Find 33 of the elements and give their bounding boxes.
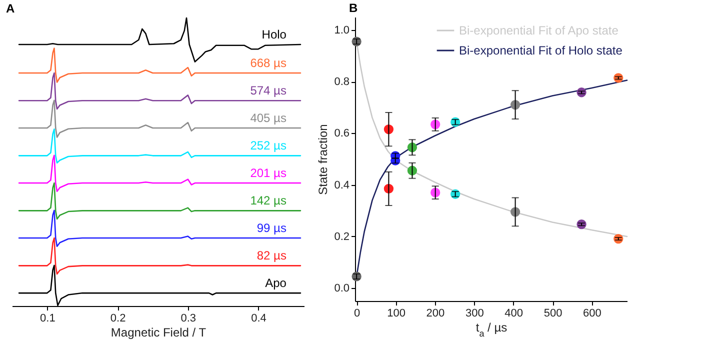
x-tick-label: 600 xyxy=(583,308,602,320)
y-tick-label: 0.0 xyxy=(334,282,350,295)
y-tick-label: 0.8 xyxy=(334,76,350,88)
series-label: 142 µs xyxy=(250,194,286,208)
series-label: 82 µs xyxy=(256,248,286,263)
x-tick-label: 0 xyxy=(354,308,360,320)
series-label: 668 µs xyxy=(250,56,286,70)
x-tick-label: 0.1 xyxy=(40,312,56,324)
x-tick-label: 200 xyxy=(426,308,445,320)
y-axis-title: State fraction xyxy=(316,124,330,195)
series-label: Holo xyxy=(262,27,287,42)
y-tick-label: 0.4 xyxy=(334,179,350,192)
series-label: 252 µs xyxy=(250,138,286,153)
x-axis-title: Magnetic Field / T xyxy=(110,326,207,340)
x-tick-label: 100 xyxy=(387,308,406,320)
legend-label: Bi-exponential Fit of Holo state xyxy=(459,44,623,58)
series-label: Apo xyxy=(265,276,287,290)
x-tick-label: 0.3 xyxy=(180,312,196,324)
series-label: 99 µs xyxy=(256,221,286,236)
y-tick-label: 0.6 xyxy=(334,128,350,140)
series-label: 201 µs xyxy=(250,166,286,180)
y-tick-label: 0.2 xyxy=(334,230,350,243)
x-axis-title: t$_{a}$ / µs xyxy=(476,320,508,338)
series-label: 574 µs xyxy=(250,84,286,98)
chart-title: A xyxy=(6,1,15,16)
chart-title: B xyxy=(349,1,358,15)
x-tick-label: 0.2 xyxy=(110,312,126,324)
x-tick-label: 500 xyxy=(544,308,562,320)
x-tick-label: 0.4 xyxy=(251,312,266,324)
series-label: 405 µs xyxy=(250,111,286,126)
y-tick-label: 1.0 xyxy=(334,24,350,36)
x-tick-label: 400 xyxy=(504,308,524,320)
x-tick-label: 300 xyxy=(465,308,484,320)
